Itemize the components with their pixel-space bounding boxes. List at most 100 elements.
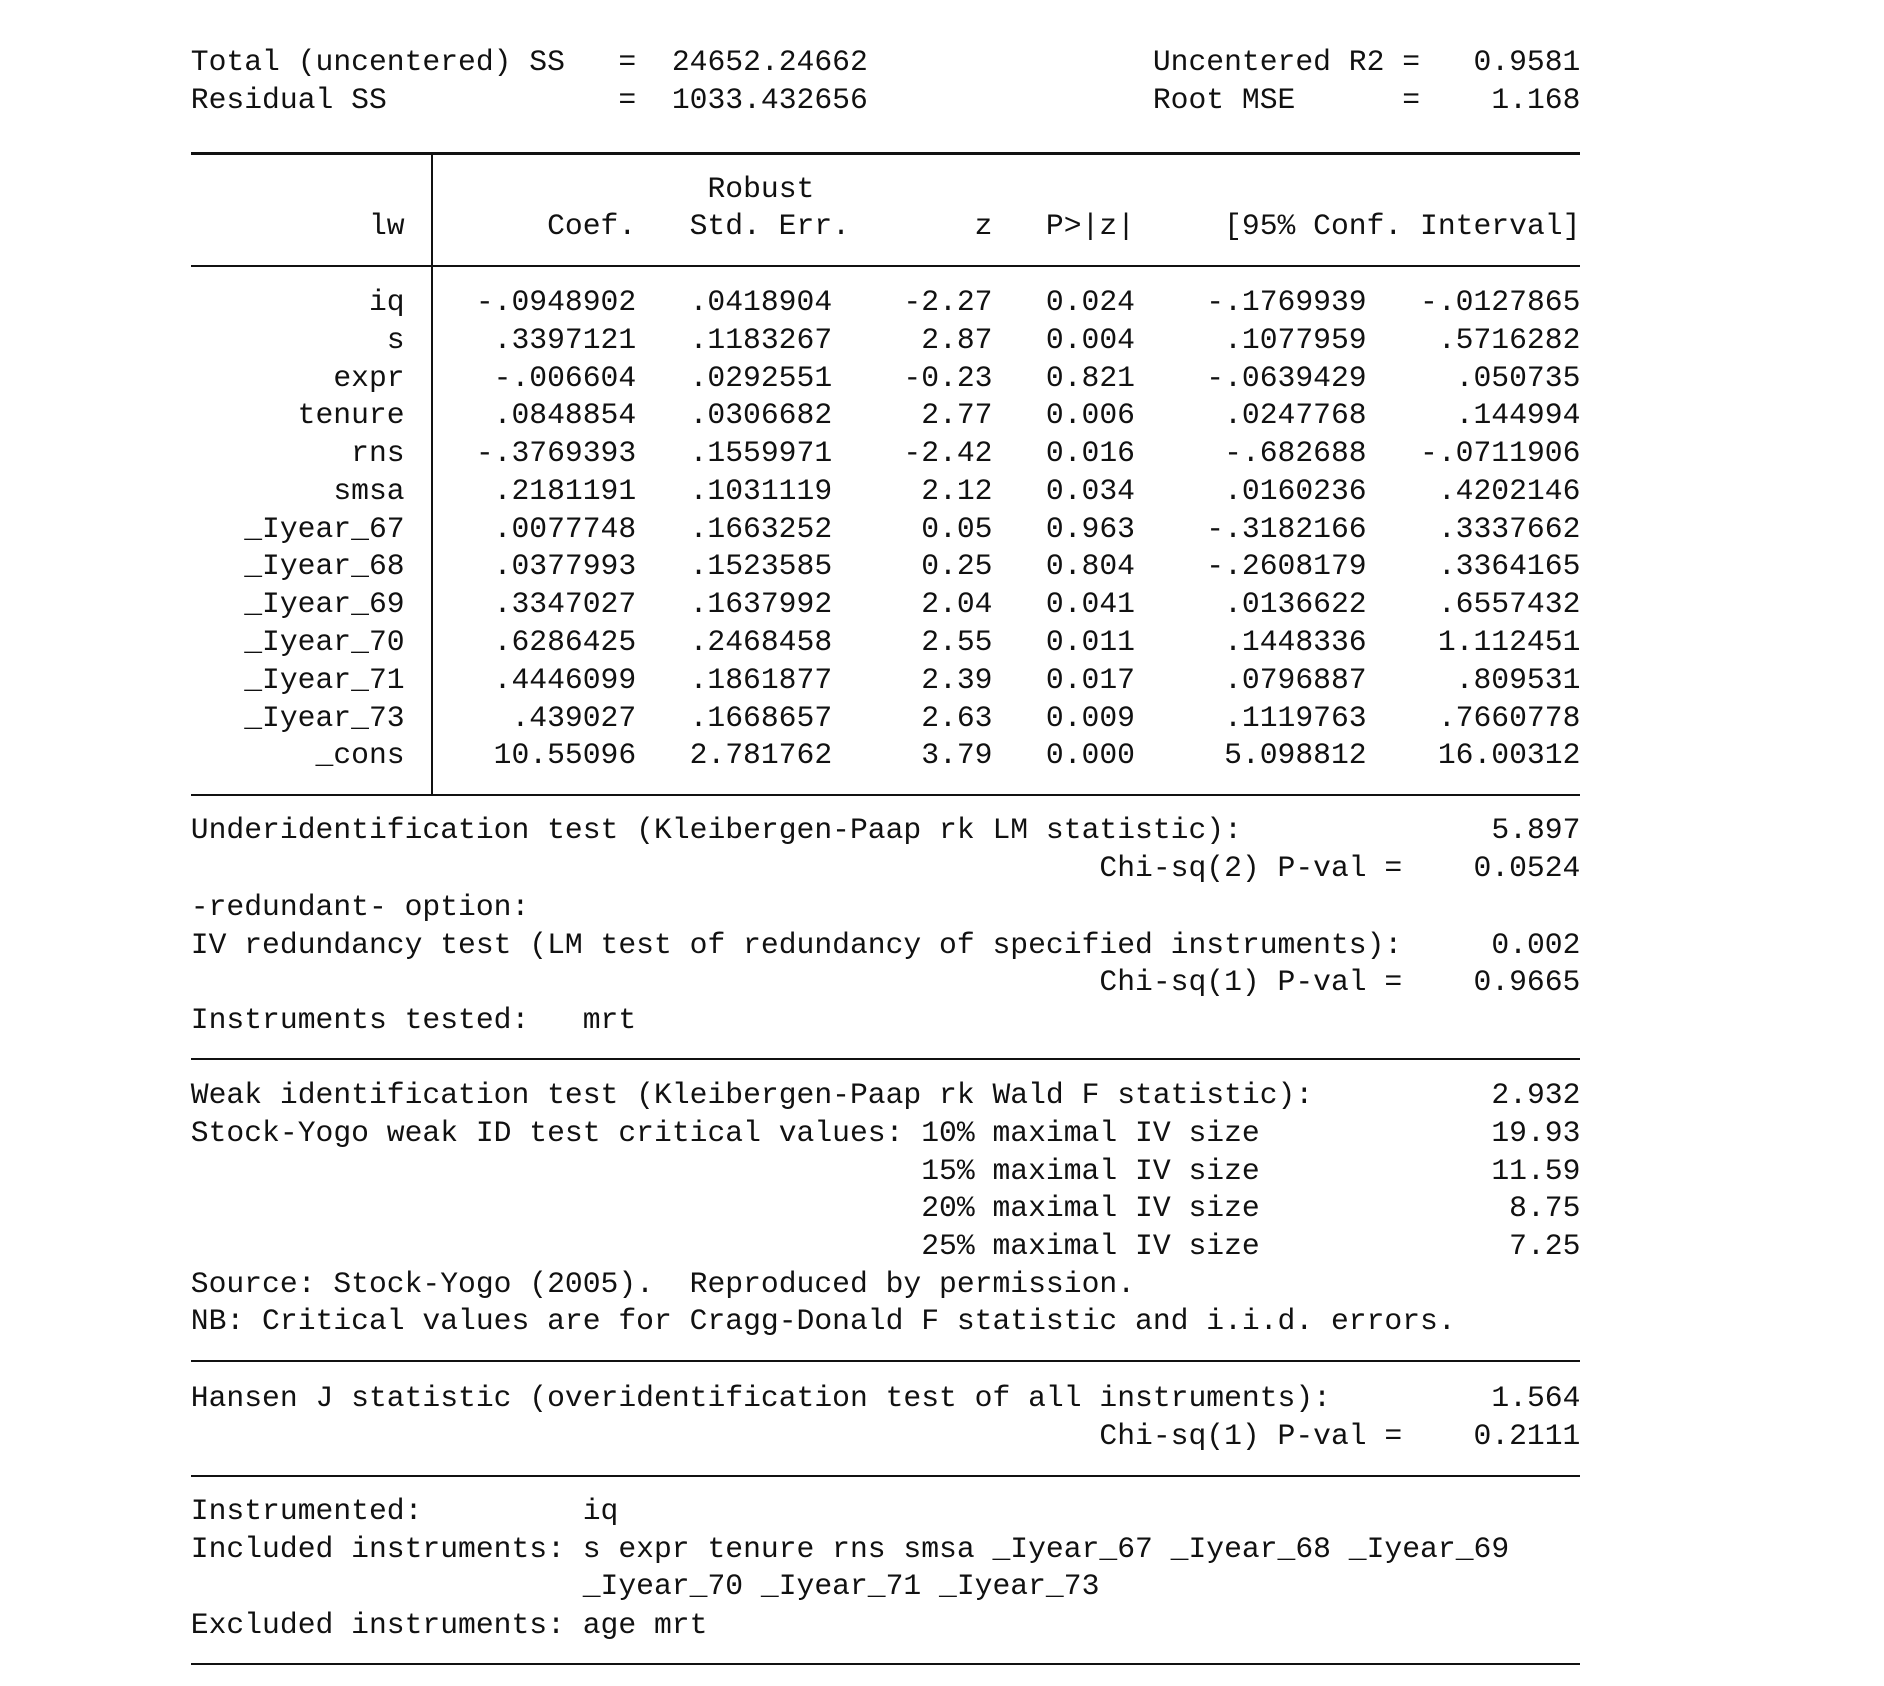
residual-ss-label: Residual SS: [190, 83, 387, 117]
row-coef: .3397121: [493, 322, 637, 357]
underid-value: 5.897: [1491, 813, 1581, 847]
rule-hansen: [190, 1475, 1581, 1477]
row-std-err: 2.781762: [689, 738, 833, 773]
row-ci-high: .3364165: [1437, 549, 1581, 584]
row-ci-high: .809531: [1455, 662, 1581, 697]
row-ci-low: -.0639429: [1206, 360, 1367, 395]
rmse-eq: =: [1402, 83, 1421, 117]
row-p: 0.004: [1045, 322, 1135, 357]
row-ci-high: -.0127865: [1420, 285, 1581, 319]
regression-output: Total (uncentered) SS = 24652.24662 Unce…: [190, 0, 1581, 1686]
row-variable: tenure: [297, 398, 405, 433]
row-coef: .439027: [511, 700, 637, 735]
hansen-pval: 0.2111: [1473, 1419, 1581, 1453]
row-z: 0.05: [921, 511, 993, 546]
underid-pval-label: Chi-sq(2) P-val =: [1099, 851, 1403, 885]
row-std-err: .2468458: [689, 625, 833, 660]
row-ci-high: .5716282: [1437, 322, 1581, 357]
instruments-tested-label: Instruments tested:: [190, 1003, 530, 1037]
residual-ss-eq: =: [618, 83, 637, 117]
header-z: z: [974, 209, 993, 243]
row-coef: .0848854: [493, 398, 637, 433]
row-z: 2.04: [921, 587, 993, 622]
row-ci-low: .0796887: [1224, 662, 1367, 697]
row-p: 0.011: [1045, 625, 1135, 660]
row-p: 0.804: [1045, 549, 1135, 584]
row-z: 2.63: [921, 700, 993, 735]
row-std-err: .1031119: [689, 473, 833, 508]
total-ss-label: Total (uncentered) SS: [190, 45, 565, 79]
underid-pval: 0.0524: [1473, 851, 1581, 885]
iv-redundancy-value: 0.002: [1491, 928, 1581, 962]
row-ci-low: -.1769939: [1206, 285, 1367, 319]
row-ci-low: .1077959: [1224, 322, 1367, 357]
row-ci-high: .3337662: [1437, 511, 1581, 546]
row-coef: 10.55096: [493, 738, 637, 773]
total-ss-value: 24652.24662: [671, 45, 868, 79]
row-std-err: .1668657: [689, 700, 833, 735]
table-vertical-rule: [431, 153, 433, 795]
row-coef: .0377993: [493, 549, 637, 584]
row-variable: _Iyear_73: [244, 700, 405, 735]
row-ci-high: .6557432: [1437, 587, 1581, 622]
table-bottom-rule: [190, 794, 1581, 796]
row-z: -2.27: [903, 285, 993, 319]
header-p: P>|z|: [1045, 209, 1135, 243]
row-std-err: .1637992: [689, 587, 833, 622]
stock-yogo-label: Stock-Yogo weak ID test critical values:: [190, 1116, 904, 1150]
iv-pval: 0.9665: [1473, 965, 1581, 999]
row-coef: .0077748: [493, 511, 637, 546]
row-p: 0.024: [1045, 285, 1135, 319]
row-z: 2.77: [921, 398, 993, 433]
row-variable: smsa: [333, 473, 405, 508]
row-std-err: .1861877: [689, 662, 833, 697]
row-std-err: .1183267: [689, 322, 833, 357]
iv-redundancy-label: IV redundancy test (LM test of redundanc…: [190, 928, 1403, 962]
row-p: 0.963: [1045, 511, 1135, 546]
row-z: 3.79: [921, 738, 993, 773]
row-coef: -.006604: [493, 360, 637, 395]
row-variable: _cons: [315, 738, 405, 773]
row-p: 0.016: [1045, 436, 1135, 471]
header-coef: Coef.: [547, 209, 637, 243]
row-coef: -.0948902: [475, 285, 637, 319]
excluded-label: Excluded instruments:: [190, 1608, 565, 1642]
instrumented-label: Instrumented:: [190, 1494, 423, 1528]
critical-value: 8.75: [1509, 1191, 1581, 1225]
header-depvar: lw: [368, 209, 405, 243]
row-variable: rns: [351, 436, 405, 471]
header-conf-interval: [95% Conf. Interval]: [1224, 209, 1581, 243]
row-variable: expr: [333, 360, 405, 395]
header-std-err: Std. Err.: [689, 209, 850, 243]
redundant-label: -redundant- option:: [190, 890, 530, 924]
hansen-label: Hansen J statistic (overidentification t…: [190, 1381, 1331, 1415]
row-ci-low: .1119763: [1224, 700, 1367, 735]
source-note: Source: Stock-Yogo (2005). Reproduced by…: [190, 1267, 1136, 1301]
instrumented-value: iq: [582, 1494, 619, 1528]
row-ci-low: 5.098812: [1224, 738, 1367, 773]
row-p: 0.041: [1045, 587, 1135, 622]
row-variable: s: [386, 322, 405, 357]
row-variable: _Iyear_68: [244, 549, 405, 584]
row-variable: _Iyear_67: [244, 511, 405, 546]
row-p: 0.006: [1045, 398, 1135, 433]
critical-label: 15% maximal IV size: [921, 1154, 1260, 1188]
table-header-rule: [190, 265, 1581, 267]
r2-value: 0.9581: [1473, 45, 1581, 79]
critical-value: 7.25: [1509, 1229, 1581, 1263]
included-value-line1: s expr tenure rns smsa _Iyear_67 _Iyear_…: [582, 1532, 1510, 1566]
nb-note: NB: Critical values are for Cragg-Donald…: [190, 1304, 1456, 1338]
row-z: -2.42: [903, 436, 993, 471]
row-ci-low: .1448336: [1224, 625, 1367, 660]
total-ss-eq: =: [618, 45, 637, 79]
row-ci-high: -.0711906: [1420, 436, 1581, 471]
row-ci-low: -.682688: [1224, 436, 1367, 471]
r2-label: Uncentered R2 =: [1152, 45, 1421, 79]
included-value-line2: _Iyear_70 _Iyear_71 _Iyear_73: [582, 1569, 1100, 1603]
hansen-value: 1.564: [1491, 1381, 1581, 1415]
row-variable: _Iyear_70: [244, 625, 405, 660]
row-z: 2.12: [921, 473, 993, 508]
rmse-label: Root MSE: [1152, 83, 1296, 117]
row-coef: .4446099: [493, 662, 637, 697]
row-variable: iq: [368, 285, 405, 319]
